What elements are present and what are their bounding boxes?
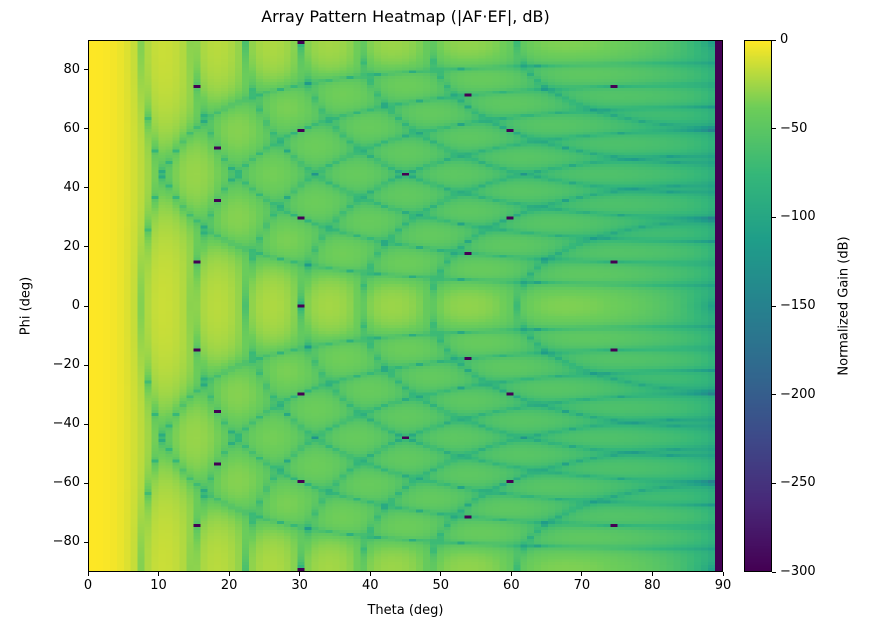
y-tick-label: −20	[52, 357, 80, 373]
colorbar-label: Normalized Gain (dB)	[836, 236, 852, 376]
y-tick-label: 40	[63, 179, 80, 195]
x-tick-label: 10	[150, 578, 167, 593]
y-tick-mark	[84, 69, 88, 71]
x-tick-label: 0	[83, 578, 93, 593]
x-tick-label: 70	[573, 578, 591, 593]
x-tick-mark	[228, 572, 230, 576]
y-tick-label: −60	[52, 475, 80, 491]
y-tick-mark	[84, 364, 88, 366]
x-tick-label: 20	[220, 578, 238, 593]
y-tick-label: 80	[63, 61, 80, 77]
x-tick-label: 80	[644, 578, 661, 593]
x-tick-mark	[722, 572, 724, 576]
x-tick-label: 40	[361, 578, 379, 593]
x-tick-mark	[440, 572, 442, 576]
x-tick-mark	[158, 572, 160, 576]
colorbar-tick-mark	[772, 394, 776, 396]
y-tick-mark	[84, 541, 88, 543]
y-tick-mark	[84, 128, 88, 130]
y-tick-label: 60	[63, 120, 80, 136]
heatmap-canvas	[89, 41, 722, 571]
colorbar-tick-mark	[772, 482, 776, 484]
colorbar	[744, 40, 772, 572]
y-tick-mark	[84, 246, 88, 248]
y-tick-mark	[84, 187, 88, 189]
x-tick-mark	[299, 572, 301, 576]
x-tick-mark	[87, 572, 89, 576]
colorbar-tick-label: −250	[780, 475, 816, 491]
colorbar-gradient	[745, 41, 771, 571]
y-tick-mark	[84, 482, 88, 484]
colorbar-tick-mark	[772, 216, 776, 218]
colorbar-tick-label: −50	[780, 120, 808, 136]
x-tick-mark	[581, 572, 583, 576]
x-tick-mark	[369, 572, 371, 576]
colorbar-tick-mark	[772, 39, 776, 41]
colorbar-tick-label: −200	[780, 386, 816, 402]
y-tick-label: −40	[52, 416, 80, 432]
y-tick-mark	[84, 423, 88, 425]
y-tick-label: 20	[63, 238, 80, 254]
colorbar-tick-mark	[772, 305, 776, 307]
colorbar-tick-label: −300	[780, 564, 816, 579]
x-tick-mark	[510, 572, 512, 576]
x-axis-label: Theta (deg)	[367, 603, 444, 618]
x-tick-label: 60	[503, 578, 520, 593]
colorbar-tick-mark	[772, 128, 776, 130]
heatmap-plot-area	[88, 40, 723, 572]
x-tick-label: 50	[432, 578, 450, 593]
colorbar-tick-mark	[772, 571, 776, 573]
y-tick-label: −80	[52, 534, 80, 550]
y-tick-mark	[84, 305, 88, 307]
chart-title: Array Pattern Heatmap (|AF·EF|, dB)	[261, 7, 550, 26]
colorbar-tick-label: 0	[780, 32, 789, 47]
x-tick-label: 30	[291, 578, 308, 593]
colorbar-tick-label: −150	[780, 298, 816, 313]
x-tick-label: 90	[714, 578, 732, 593]
x-tick-mark	[651, 572, 653, 576]
y-tick-label: 0	[71, 298, 80, 313]
colorbar-tick-label: −100	[780, 209, 816, 225]
